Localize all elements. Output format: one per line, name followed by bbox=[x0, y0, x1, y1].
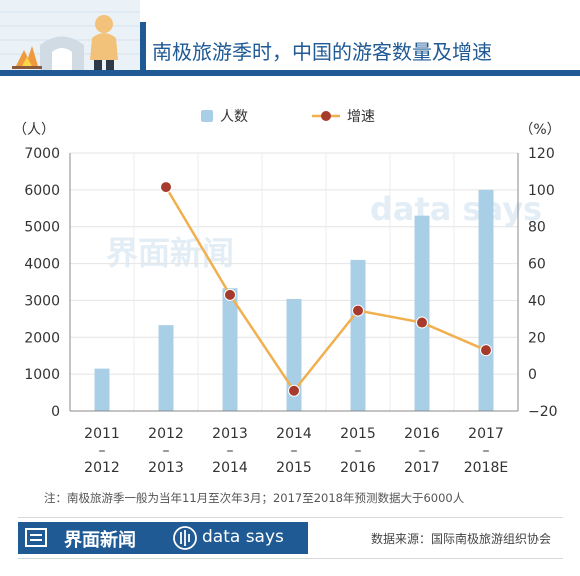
right-tick-label: 120 bbox=[528, 146, 555, 162]
right-axis-unit: （%） bbox=[519, 122, 560, 138]
right-tick-label: 80 bbox=[528, 220, 546, 236]
left-tick-label: 6000 bbox=[24, 183, 60, 199]
category-label: – bbox=[419, 443, 426, 459]
header-illustration bbox=[0, 0, 580, 76]
category-label: – bbox=[227, 443, 234, 459]
bar bbox=[158, 325, 174, 411]
legend-bar-swatch bbox=[201, 110, 213, 122]
footer: 界面新闻 data says 数据来源：国际南极旅游组织协会 bbox=[18, 517, 563, 559]
growth-point bbox=[288, 384, 300, 397]
category-label: – bbox=[99, 443, 106, 459]
growth-point bbox=[416, 316, 428, 329]
category-label: 2015 bbox=[340, 426, 376, 442]
data-source: 数据来源：国际南极旅游组织协会 bbox=[370, 532, 551, 546]
page-title: 南极旅游季时，中国的游客数量及增速 bbox=[152, 40, 492, 64]
growth-point bbox=[352, 304, 364, 317]
left-tick-label: 4000 bbox=[24, 257, 60, 273]
growth-line bbox=[160, 181, 492, 397]
legend-line-label: 增速 bbox=[347, 109, 375, 125]
left-tick-label: 5000 bbox=[24, 220, 60, 236]
legend: 人数 增速 bbox=[201, 109, 375, 125]
legend-bar-label: 人数 bbox=[220, 109, 248, 125]
chart: 0 1000 2000 3000 4000 5000 6000 7000 −20 0 20 40 60 8… bbox=[13, 109, 561, 476]
bar bbox=[222, 288, 238, 411]
legend-line-marker bbox=[321, 111, 331, 121]
category-label: 2014 bbox=[212, 460, 248, 476]
bar bbox=[478, 189, 494, 411]
bar bbox=[94, 368, 110, 411]
category-label: 2014 bbox=[276, 426, 312, 442]
bar bbox=[414, 215, 430, 411]
newspaper-icon bbox=[25, 528, 47, 547]
bars bbox=[94, 189, 494, 411]
watermark-brand-en: data says bbox=[370, 190, 543, 228]
right-tick-label: 0 bbox=[528, 367, 537, 383]
right-tick-label: 40 bbox=[528, 293, 546, 309]
bar bbox=[350, 259, 366, 411]
category-label: – bbox=[483, 443, 490, 459]
category-label: 2017 bbox=[404, 460, 440, 476]
right-tick-label: 100 bbox=[528, 183, 555, 199]
brand-name-en: data says bbox=[202, 527, 284, 547]
left-axis-unit: （人） bbox=[13, 122, 55, 138]
left-tick-label: 2000 bbox=[24, 330, 60, 346]
left-tick-label: 0 bbox=[51, 404, 60, 420]
category-label: – bbox=[291, 443, 298, 459]
growth-point bbox=[160, 181, 172, 194]
growth-point bbox=[480, 344, 492, 357]
category-label: – bbox=[163, 443, 170, 459]
growth-point bbox=[224, 288, 236, 301]
category-label: 2012 bbox=[148, 426, 184, 442]
category-label: 2018E bbox=[464, 460, 508, 476]
category-label: 2013 bbox=[212, 426, 248, 442]
left-tick-label: 1000 bbox=[24, 367, 60, 383]
left-tick-label: 7000 bbox=[24, 146, 60, 162]
category-label: 2012 bbox=[84, 460, 120, 476]
category-label: 2016 bbox=[340, 460, 376, 476]
category-label: 2013 bbox=[148, 460, 184, 476]
right-tick-label: 20 bbox=[528, 330, 546, 346]
growth-polyline bbox=[164, 186, 487, 393]
category-label: 2015 bbox=[276, 460, 312, 476]
footnote: 注：南极旅游季一般为当年11月至次年3月；2017至2018年预测数据大于600… bbox=[44, 491, 465, 505]
category-label: 2017 bbox=[468, 426, 504, 442]
data-says-icon bbox=[173, 526, 197, 550]
right-tick-label: −20 bbox=[528, 404, 558, 420]
right-tick-label: 60 bbox=[528, 257, 546, 273]
left-tick-label: 3000 bbox=[24, 293, 60, 309]
brand-logo: 界面新闻 data says bbox=[18, 522, 308, 554]
category-label: 2016 bbox=[404, 426, 440, 442]
axes: 0 1000 2000 3000 4000 5000 6000 7000 −20 0 20 40 60 8… bbox=[13, 122, 561, 476]
category-label: – bbox=[355, 443, 362, 459]
brand-name-cn: 界面新闻 bbox=[64, 530, 136, 551]
category-label: 2011 bbox=[84, 426, 120, 442]
